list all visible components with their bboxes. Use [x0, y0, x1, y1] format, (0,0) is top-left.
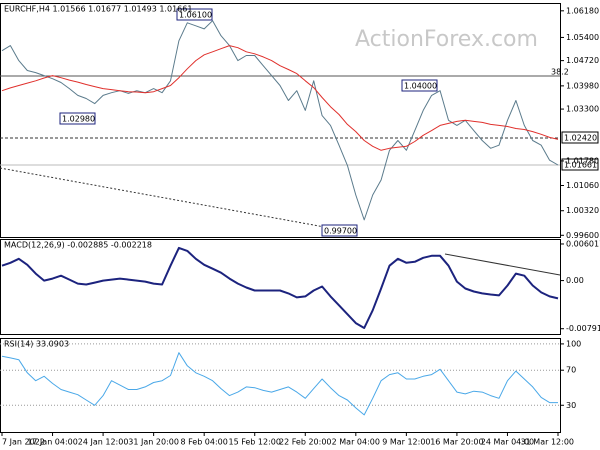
series-line — [1, 45, 559, 151]
annotation: 1.02980 — [62, 115, 95, 124]
x-tick-label: 31 Jan 20:00 — [128, 438, 179, 447]
watermark: ActionForex.com — [355, 27, 538, 52]
rsi-title: RSI(14) 33.0903 — [4, 340, 69, 349]
y-tick-label: 1.03300 — [566, 105, 599, 114]
x-tick-label: 2 Mar 04:00 — [332, 438, 380, 447]
x-tick-label: 9 Mar 12:00 — [382, 438, 430, 447]
annotation-box — [321, 224, 358, 237]
x-tick-label: 15 Feb 12:00 — [228, 438, 280, 447]
y-tick-label: 70 — [566, 366, 576, 375]
x-tick-label: 22 Feb 20:00 — [279, 438, 331, 447]
x-tick-label: 24 Jan 12:00 — [78, 438, 129, 447]
macd-title: MACD(12,26,9) -0.002885 -0.002218 — [4, 241, 152, 250]
annotation: 1.06100 — [179, 11, 212, 20]
x-tick-label: 17 Jan 04:00 — [27, 438, 78, 447]
level-label: 1.02420 — [564, 134, 597, 143]
y-tick-label: 1.01780 — [566, 156, 599, 165]
series-line — [1, 352, 558, 416]
y-tick-label: 1.03980 — [566, 81, 599, 90]
y-tick-label: 1.06180 — [566, 6, 599, 15]
annotation-box — [59, 112, 96, 125]
y-tick-label: 0.00 — [566, 276, 584, 285]
price-title: EURCHF,H4 1.01566 1.01677 1.01493 1.0166… — [4, 5, 192, 14]
x-tick-label: 8 Feb 04:00 — [180, 438, 227, 447]
series-line — [1, 246, 559, 329]
x-tick-label: 7 Jan 2022 — [2, 438, 45, 447]
macd-panel — [0, 239, 561, 335]
price-box — [561, 158, 599, 171]
level-box — [561, 131, 599, 144]
price-panel — [0, 3, 561, 238]
rsi-panel — [0, 338, 561, 433]
annotations: 1.06100 1.02980 1.04000 0.99700 1.02420 … — [59, 8, 599, 237]
y-tick-label: 0.99600 — [566, 231, 599, 240]
annotation-box — [176, 8, 213, 21]
fib-label: 38.2 — [551, 68, 569, 77]
annotation: 1.04000 — [404, 82, 437, 91]
x-tick-label: 16 Mar 20:00 — [430, 438, 483, 447]
annotation-box — [401, 79, 438, 92]
y-tick-label: 100 — [566, 339, 581, 348]
annotation: 0.99700 — [324, 227, 357, 236]
y-tick-label: 30 — [566, 401, 576, 410]
y-tick-label: 1.00320 — [566, 206, 599, 215]
y-tick-label: 1.04720 — [566, 56, 599, 65]
y-tick-label: 0.006017 — [566, 239, 600, 248]
macd-trend-line — [444, 253, 561, 276]
x-tick-label: 24 Mar 04:00 — [481, 438, 534, 447]
x-tick-label: 31 Mar 12:00 — [521, 438, 574, 447]
price-label: 1.01661 — [564, 161, 597, 170]
y-tick-label: 1.01060 — [566, 181, 599, 190]
y-tick-label: 1.05400 — [566, 33, 599, 42]
